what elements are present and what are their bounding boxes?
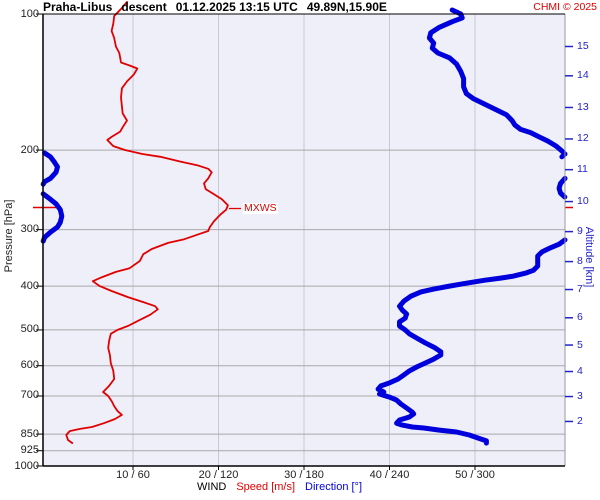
pressure-tick-label: 400 [20,279,39,292]
x-tick-label: 20 / 120 [198,469,239,481]
pressure-tick-label: 100 [20,7,39,20]
altitude-tick-label: 13 [577,100,589,113]
altitude-tick-label: 15 [577,39,589,52]
altitude-tick-label: 14 [577,69,589,82]
pressure-tick-label: 925 [20,444,39,457]
altitude-tick-label: 12 [577,132,589,145]
altitude-tick-label: 7 [577,283,583,296]
station-coords: 49.89N,15.90E [306,0,387,14]
sounding-datetime: 01.12.2025 13:15 UTC [175,0,298,14]
pressure-tick-label: 500 [20,323,39,336]
x-tick-label: 30 / 180 [284,469,324,481]
pressure-tick-label: 300 [20,223,39,236]
chmi-credit: CHMI © 2025 [533,1,597,13]
altitude-tick-label: 5 [577,338,583,351]
sounding-type: descent [121,0,167,14]
pressure-tick-label: 1000 [14,459,39,472]
altitude-tick-label: 8 [577,255,583,268]
pressure-tick-label: 700 [20,389,39,402]
altitude-tick-label: 2 [577,414,583,427]
x-tick-label: 10 / 60 [116,469,150,481]
speed-legend-label: Speed [m/s] [236,481,296,493]
wind-direction-curve [556,175,568,200]
x-axis-legend: WIND Speed [m/s] Direction [°] [197,481,362,493]
wind-direction-curve [426,7,568,160]
station-name: Praha-Libus [43,0,113,14]
altitude-tick-label: 6 [577,311,583,324]
direction-legend-label: Direction [°] [305,481,363,493]
pressure-tick-label: 200 [20,143,39,156]
wind-direction-curve [375,237,568,446]
wind-legend-label: WIND [197,481,227,493]
max-wind-speed-label: MXWS [243,201,278,214]
pressure-tick-label: 600 [20,359,39,372]
altitude-tick-label: 9 [577,225,583,238]
altitude-tick-label: 11 [577,163,588,176]
chart-title: Praha-Libus descent 01.12.2025 13:15 UTC… [43,0,387,14]
wind-direction-curve [40,150,60,187]
altitude-axis-title: Altitude [km] [583,226,595,288]
wind-direction-curve [40,191,65,244]
altitude-tick-label: 10 [577,195,589,208]
altitude-tick-label: 3 [577,390,583,403]
x-tick-label: 40 / 240 [369,469,410,481]
pressure-tick-label: 850 [20,427,39,440]
wind-speed-curve [65,1,229,445]
altitude-tick-label: 4 [577,365,583,378]
x-tick-label: 50 / 300 [455,469,495,481]
